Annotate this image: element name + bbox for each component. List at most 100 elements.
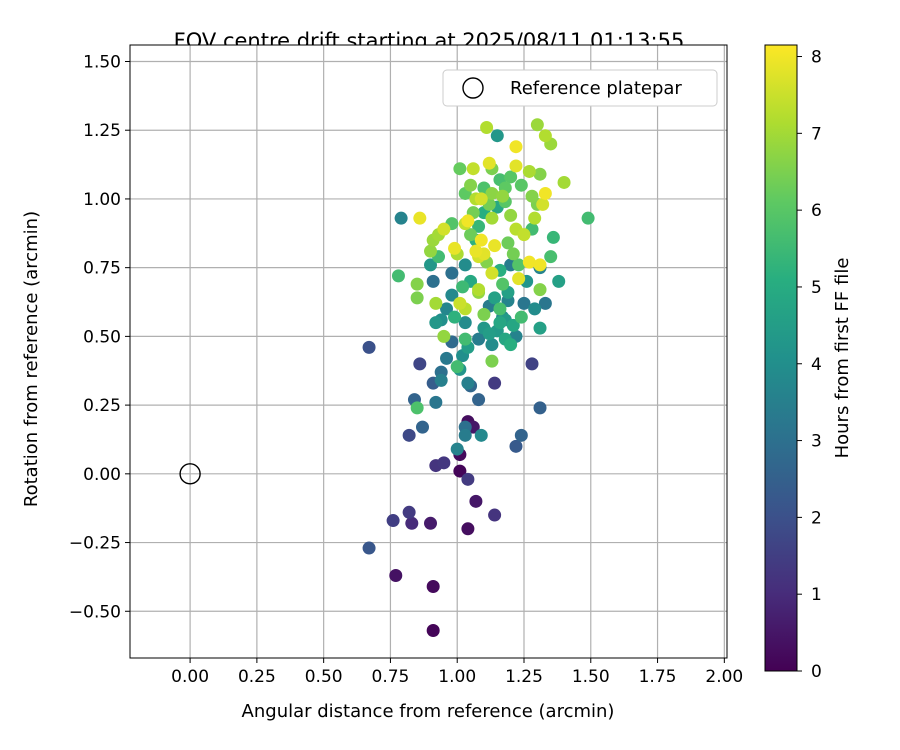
data-point: [506, 318, 520, 332]
colorbar-tick-label: 7: [811, 124, 822, 144]
y-tick-label: 0.25: [83, 396, 121, 416]
data-point: [464, 178, 478, 192]
data-point: [485, 211, 499, 225]
data-point: [424, 516, 438, 530]
data-point: [362, 340, 376, 354]
data-point: [536, 197, 550, 211]
grid-lines: [130, 45, 727, 658]
data-point: [509, 140, 523, 154]
data-point: [450, 360, 464, 374]
data-point: [538, 296, 552, 310]
data-point: [544, 250, 558, 264]
data-point: [482, 156, 496, 170]
y-tick-label: 1.25: [83, 121, 121, 141]
colorbar-tick-label: 1: [811, 585, 822, 605]
data-point: [480, 120, 494, 134]
data-point: [496, 277, 510, 291]
data-point: [426, 580, 440, 594]
colorbar-label: Hours from first FF file: [832, 258, 853, 459]
data-point: [533, 167, 547, 181]
data-point: [581, 211, 595, 225]
y-tick-label: −0.50: [69, 602, 121, 622]
data-point: [485, 354, 499, 368]
data-point: [437, 329, 451, 343]
data-point: [456, 280, 470, 294]
data-point: [528, 211, 542, 225]
data-point: [522, 164, 536, 178]
x-tick-label: 0.75: [372, 667, 410, 687]
data-point: [546, 230, 560, 244]
data-point: [391, 269, 405, 283]
colorbar-tick-label: 2: [811, 508, 822, 528]
data-point: [461, 376, 475, 390]
colorbar-tick-label: 3: [811, 432, 822, 452]
data-point: [445, 288, 459, 302]
x-tick-label: 1.25: [505, 667, 543, 687]
data-point: [517, 296, 531, 310]
data-point: [429, 395, 443, 409]
data-point: [493, 302, 507, 316]
data-point: [552, 274, 566, 288]
data-point: [525, 357, 539, 371]
colorbar: 0 1 2 3 4 5 6 7 8 Hours from first FF file: [764, 44, 853, 682]
data-point: [402, 505, 416, 519]
x-tick-label: 0.25: [238, 667, 276, 687]
colorbar-tick-label: 8: [811, 48, 822, 68]
data-point: [413, 357, 427, 371]
data-point: [453, 162, 467, 176]
data-point: [474, 428, 488, 442]
data-point: [533, 283, 547, 297]
data-point: [472, 393, 486, 407]
data-point: [461, 472, 475, 486]
data-point: [410, 291, 424, 305]
data-point: [458, 258, 472, 272]
data-point: [530, 118, 544, 132]
y-tick-label: 1.50: [83, 52, 121, 72]
data-point: [402, 428, 416, 442]
data-point: [424, 244, 438, 258]
y-axis-label: Rotation from reference (arcmin): [21, 211, 42, 507]
data-point: [437, 222, 451, 236]
data-point: [488, 239, 502, 253]
data-point: [517, 228, 531, 242]
data-point: [488, 376, 502, 390]
data-point: [410, 401, 424, 415]
x-tick-label: 1.75: [639, 667, 677, 687]
y-axis-ticks: −0.50 −0.25 0.00 0.25 0.50 0.75 1.00 1.25 1.50: [69, 52, 130, 622]
data-point: [434, 373, 448, 387]
data-point: [448, 241, 462, 255]
legend-box: [442, 69, 718, 107]
data-point: [488, 291, 502, 305]
data-points: [362, 118, 595, 638]
data-point: [464, 228, 478, 242]
data-point: [485, 266, 499, 280]
data-point: [362, 541, 376, 555]
colorbar-ticks: 0 1 2 3 4 5 6 7 8: [797, 48, 822, 682]
data-point: [477, 307, 491, 321]
data-point: [426, 624, 440, 638]
legend-reference-marker: [462, 77, 484, 99]
data-point: [474, 192, 488, 206]
data-point: [458, 316, 472, 330]
data-point: [429, 296, 443, 310]
data-point: [448, 310, 462, 324]
y-tick-label: −0.25: [69, 534, 121, 554]
data-point: [413, 211, 427, 225]
data-point: [472, 283, 486, 297]
data-point: [472, 332, 486, 346]
data-point: [509, 439, 523, 453]
data-point: [538, 186, 552, 200]
data-point: [533, 401, 547, 415]
data-point: [445, 266, 459, 280]
data-point: [453, 296, 467, 310]
data-point: [458, 428, 472, 442]
data-point: [509, 159, 523, 173]
data-point: [514, 310, 528, 324]
data-point: [415, 420, 429, 434]
data-point: [461, 214, 475, 228]
data-point: [386, 514, 400, 528]
data-point: [405, 516, 419, 530]
data-point: [389, 569, 403, 583]
data-point: [512, 258, 526, 272]
data-point: [557, 175, 571, 189]
